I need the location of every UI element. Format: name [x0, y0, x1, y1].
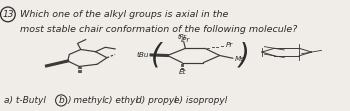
Text: b: b: [58, 96, 64, 105]
Text: ): ): [239, 42, 250, 69]
Text: Me: Me: [234, 56, 245, 62]
Text: 13: 13: [2, 10, 14, 19]
Text: e) isopropyl: e) isopropyl: [174, 96, 227, 105]
Text: ) methyl: ) methyl: [68, 96, 105, 105]
Text: (: (: [150, 42, 161, 69]
Text: tBu: tBu: [137, 52, 149, 58]
Text: tPr: tPr: [177, 34, 187, 40]
Text: c) ethyl: c) ethyl: [104, 96, 138, 105]
Text: a) t-Butyl: a) t-Butyl: [4, 96, 46, 105]
Text: d) propyl: d) propyl: [136, 96, 177, 105]
Text: Et: Et: [178, 69, 186, 75]
Text: iPr: iPr: [181, 37, 190, 43]
Text: most stable chair conformation of the following molecule?: most stable chair conformation of the fo…: [20, 25, 297, 34]
Text: Which one of the alkyl groups is axial in the: Which one of the alkyl groups is axial i…: [20, 10, 228, 19]
Text: Pr: Pr: [226, 42, 233, 48]
